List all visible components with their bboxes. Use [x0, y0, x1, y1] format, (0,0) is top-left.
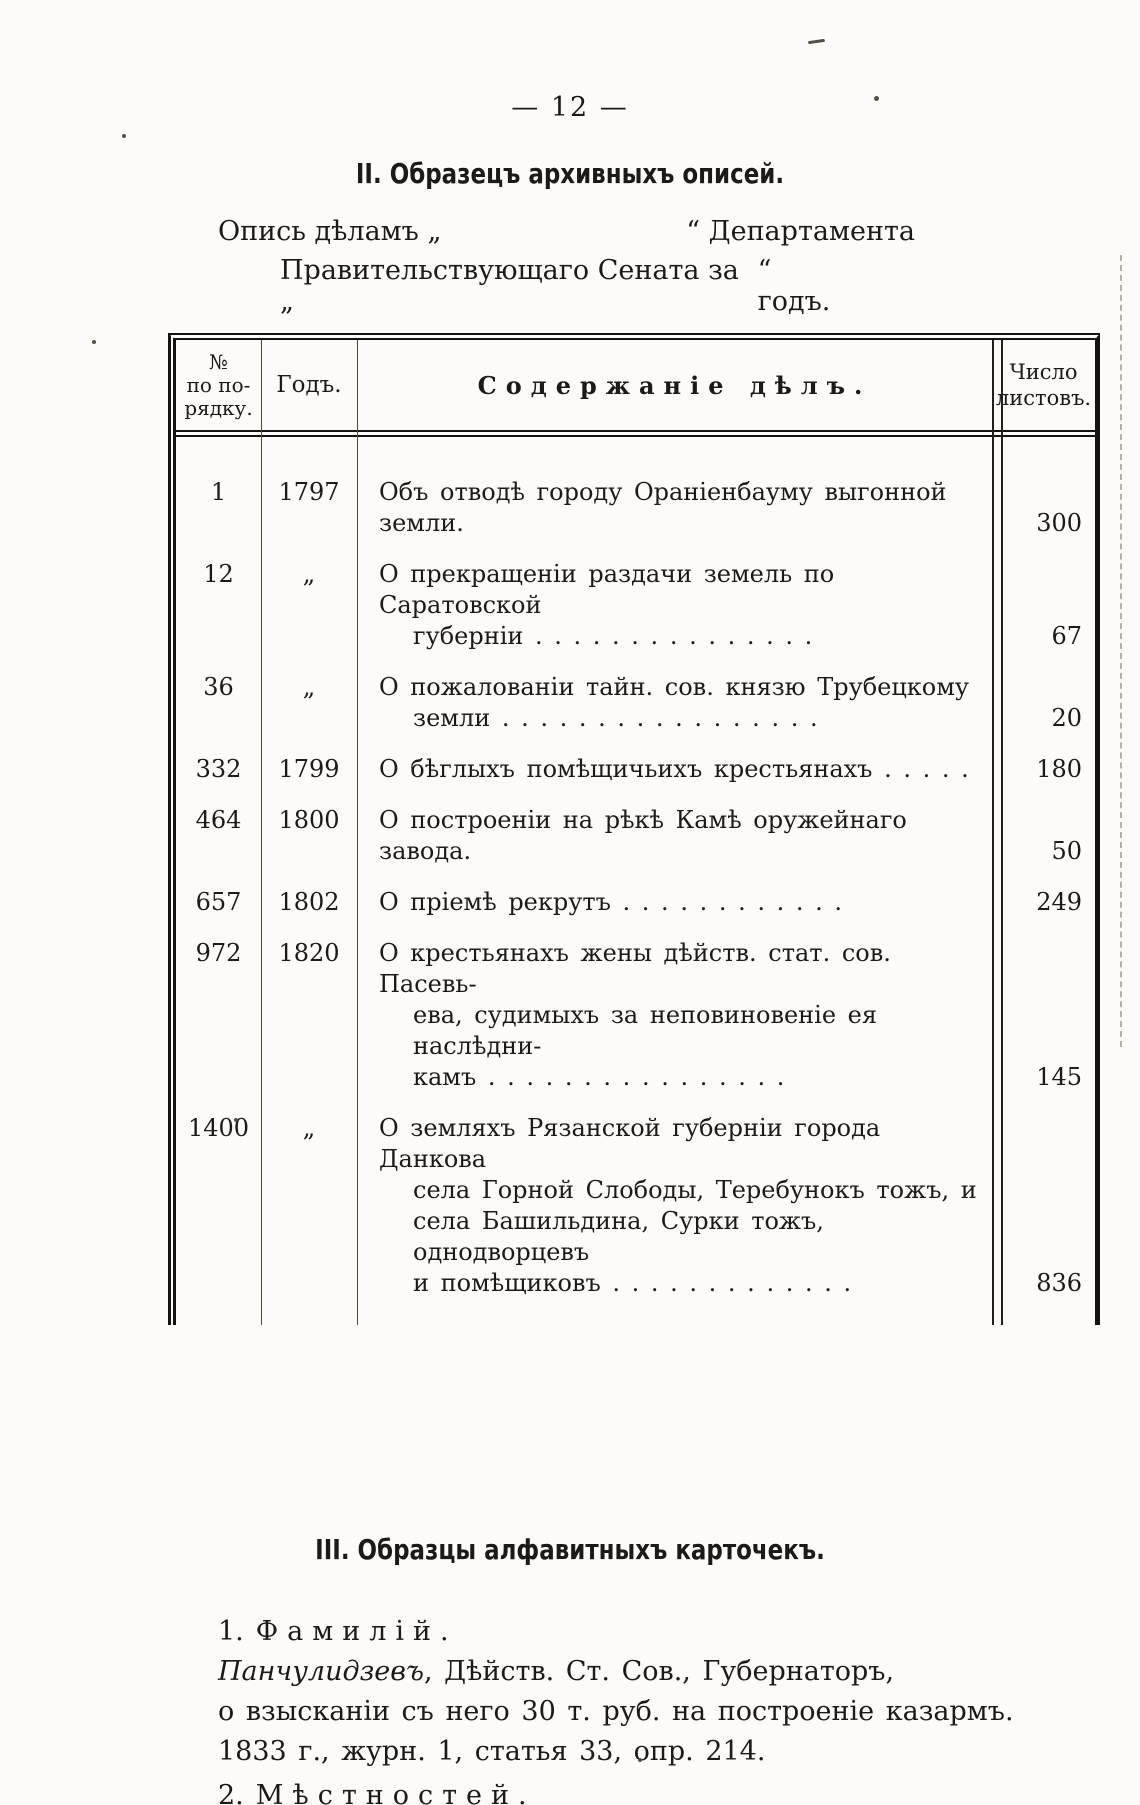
page-number: — 12 —	[511, 92, 629, 123]
column-divider-number-year	[261, 340, 262, 1325]
column-divider-content-sheets	[992, 340, 1003, 1325]
row-sheet-count: 50	[1051, 837, 1082, 865]
header-year-column: Годъ.	[276, 372, 342, 398]
table-row: 332 1799 О бѣглыхъ помѣщичьихъ крестьяна…	[176, 754, 1095, 785]
row-year: 1820	[278, 939, 340, 967]
row-number: 657	[195, 888, 242, 916]
table-header-row: № по по- рядку. Годъ. Содержаніе дѣлъ. Ч…	[176, 340, 1095, 437]
row-sheet-count: 249	[1036, 888, 1082, 916]
header-sheets-column: Число листовъ.	[995, 360, 1092, 410]
scan-speck	[874, 96, 879, 101]
caption-line2-right: “ годъ.	[757, 255, 831, 317]
row-number: 1400	[187, 1114, 250, 1142]
inventory-caption-line-1: Опись дѣламъ „ “ Департамента	[218, 216, 915, 247]
card1-subject-line: о взысканіи съ него 30 т. руб. на постро…	[218, 1696, 1014, 1727]
caption-line2-left: Правительствующаго Сената за „	[280, 255, 739, 317]
card2-heading: 2. Мѣстностей.	[218, 1780, 536, 1805]
table-body: 1 1797 Объ отводѣ городу Ораніенбауму вы…	[176, 437, 1095, 1325]
row-number: 1	[210, 478, 227, 506]
row-year: „	[302, 1114, 316, 1142]
row-number: 332	[195, 755, 242, 783]
card1-reference-line: 1833 г., журн. 1, статья 33, опр. 214.	[218, 1736, 766, 1767]
row-content: Объ отводѣ городу Ораніенбауму выгонной …	[379, 478, 947, 537]
row-sheet-count: 67	[1051, 622, 1082, 650]
table-row: 1 1797 Объ отводѣ городу Ораніенбауму вы…	[176, 477, 1095, 539]
scan-speck	[234, 1118, 238, 1122]
row-year: „	[302, 673, 316, 701]
inventory-caption-line-2: Правительствующаго Сената за „ “ годъ.	[280, 255, 852, 317]
scan-speck	[638, 1758, 642, 1762]
table-row: 657 1802 О пріемѣ рекрутъ . . . . . . . …	[176, 887, 1095, 918]
table-row: 12 „ О прекращеніи раздачи земель по Сар…	[176, 559, 1095, 652]
row-sheet-count: 145	[1036, 1063, 1082, 1091]
header-content-column: Содержаніе дѣлъ.	[477, 370, 872, 400]
row-sheet-count: 20	[1051, 704, 1082, 732]
section2-title: II. Образецъ архивныхъ описей.	[355, 157, 785, 190]
scan-speck	[122, 134, 126, 138]
page-edge-dashed-line	[1120, 255, 1122, 1047]
caption-line1-right: “ Департамента	[686, 216, 915, 247]
row-year: 1800	[278, 806, 340, 834]
row-content: О земляхъ Рязанской губерніи города Данк…	[379, 1114, 977, 1297]
row-year: 1799	[278, 755, 340, 783]
card1-surname: Панчулидзевъ	[218, 1656, 424, 1687]
scan-speck	[92, 340, 96, 344]
row-number: 36	[203, 673, 234, 701]
row-number: 972	[195, 939, 242, 967]
row-content: О прекращеніи раздачи земель по Саратовс…	[379, 560, 835, 650]
row-content: О пріемѣ рекрутъ . . . . . . . . . . . .	[379, 888, 843, 916]
archival-inventory-table: № по по- рядку. Годъ. Содержаніе дѣлъ. Ч…	[168, 333, 1100, 1325]
header-number-column: № по по- рядку.	[184, 349, 253, 420]
table-row: 464 1800 О построеніи на рѣкѣ Камѣ оруже…	[176, 805, 1095, 867]
card1-name-line: Панчулидзевъ, Дѣйств. Ст. Сов., Губернат…	[218, 1656, 895, 1687]
table-row: 972 1820 О крестьянахъ жены дѣйств. стат…	[176, 938, 1095, 1093]
row-number: 464	[195, 806, 242, 834]
row-content: О построеніи на рѣкѣ Камѣ оружейнаго зав…	[379, 806, 907, 865]
row-sheet-count: 300	[1036, 509, 1082, 537]
section3-title: III. Образцы алфавитныхъ карточекъ.	[315, 1533, 825, 1566]
table-row: 36 „ О пожалованіи тайн. сов. князю Труб…	[176, 672, 1095, 734]
row-sheet-count: 180	[1036, 755, 1082, 783]
row-sheet-count: 836	[1036, 1269, 1082, 1297]
caption-line1-left: Опись дѣламъ „	[218, 216, 442, 247]
column-divider-year-content	[357, 340, 358, 1325]
row-year: „	[302, 560, 316, 588]
row-content: О пожалованіи тайн. сов. князю Трубецком…	[379, 673, 970, 732]
row-year: 1802	[278, 888, 340, 916]
table-row: 1400 „ О земляхъ Рязанской губерніи горо…	[176, 1113, 1095, 1299]
row-content: О крестьянахъ жены дѣйств. стат. сов. Па…	[379, 939, 891, 1091]
row-number: 12	[203, 560, 234, 588]
row-year: 1797	[278, 478, 340, 506]
card1-heading: 1. Фамилій.	[218, 1616, 458, 1647]
row-content: О бѣглыхъ помѣщичьихъ крестьянахъ . . . …	[379, 755, 969, 783]
alphabet-cards-samples: 1. Фамилій. Панчулидзевъ, Дѣйств. Ст. Сов…	[218, 1612, 1080, 1805]
